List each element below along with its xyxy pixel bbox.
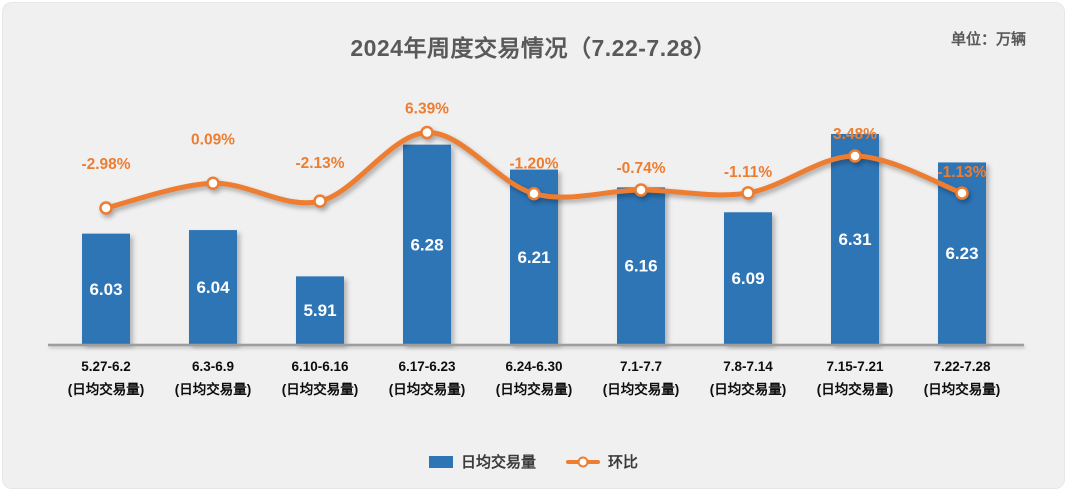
bar-series — [82, 133, 986, 344]
x-tick-label: 6.3-6.9 — [192, 359, 234, 374]
line-value-label: -2.13% — [295, 155, 344, 172]
x-tick-label: 7.22-7.28 — [933, 359, 991, 374]
x-tick-sublabel: (日均交易量) — [496, 381, 573, 397]
line-value-label: -1.20% — [509, 156, 558, 173]
x-tick-label: 6.24-6.30 — [505, 359, 562, 374]
x-tick-label: 7.15-7.21 — [826, 359, 884, 374]
line-marker-icon — [955, 186, 969, 200]
x-tick-sublabel: (日均交易量) — [175, 381, 252, 397]
x-tick-sublabel: (日均交易量) — [68, 381, 145, 397]
x-tick-label: 7.8-7.14 — [723, 359, 773, 374]
legend-line-swatch-icon — [566, 456, 600, 467]
legend-bar-label: 日均交易量 — [460, 454, 536, 471]
line-value-label: -1.11% — [724, 164, 772, 181]
line-marker-icon — [848, 149, 862, 163]
x-tick-label: 6.10-6.16 — [291, 359, 349, 374]
x-tick-sublabel: (日均交易量) — [924, 381, 1001, 397]
line-marker-icon — [420, 125, 434, 140]
x-tick-label: 6.17-6.23 — [398, 359, 456, 374]
bar-value-label: 5.91 — [303, 301, 336, 320]
bar — [296, 276, 344, 344]
bar-value-label: 6.21 — [517, 248, 550, 267]
x-tick-sublabel: (日均交易量) — [389, 381, 466, 397]
bar — [82, 233, 130, 344]
bar — [831, 133, 879, 344]
bar-value-label: 6.23 — [945, 244, 978, 263]
legend-line-marker-icon — [577, 456, 589, 467]
bar — [617, 187, 665, 344]
line-value-label: -1.13% — [937, 164, 986, 181]
bar-value-label: 6.04 — [196, 278, 230, 297]
bar-value-label: 6.09 — [731, 269, 764, 288]
bar-value-label: 6.16 — [624, 257, 657, 276]
line-marker-icon — [206, 176, 220, 191]
line-value-label: 3.48% — [833, 126, 877, 143]
bar-value-label: 6.28 — [410, 235, 443, 254]
line-marker-icon — [527, 186, 541, 201]
legend-line-label: 环比 — [608, 454, 639, 471]
line-value-label: -2.98% — [81, 156, 130, 173]
line-marker-icon — [741, 186, 755, 200]
bar — [403, 144, 451, 344]
unit-label: 单位：万辆 — [950, 31, 1026, 48]
line-marker-icon — [313, 194, 327, 208]
x-tick-sublabel: (日均交易量) — [710, 381, 787, 397]
bar — [189, 230, 237, 344]
chart-title: 2024年周度交易情况（7.22-7.28） — [350, 35, 717, 61]
x-tick-sublabel: (日均交易量) — [282, 381, 359, 397]
x-tick-sublabel: (日均交易量) — [603, 381, 680, 397]
plot-area: 6.03 6.04 5.91 6.28 6.21 6.16 6.09 6.31 6.23 5.27… — [48, 101, 1024, 397]
legend: 日均交易量 环比 — [3, 451, 1064, 472]
x-tick-label: 5.27-6.2 — [81, 359, 131, 374]
x-tick-sublabel: (日均交易量) — [817, 381, 894, 397]
legend-bar-swatch-icon — [428, 455, 453, 468]
bar-value-label: 6.03 — [89, 280, 122, 299]
line-value-label: -0.74% — [616, 160, 665, 177]
line-marker-icon — [634, 183, 648, 197]
line-series — [99, 125, 969, 215]
bar — [724, 212, 772, 344]
bar-value-label: 6.31 — [838, 230, 871, 249]
line-value-label: 0.09% — [191, 131, 235, 148]
line-marker-icon — [99, 201, 113, 215]
line-value-label: 6.39% — [405, 101, 449, 118]
x-tick-label: 7.1-7.7 — [620, 359, 662, 374]
